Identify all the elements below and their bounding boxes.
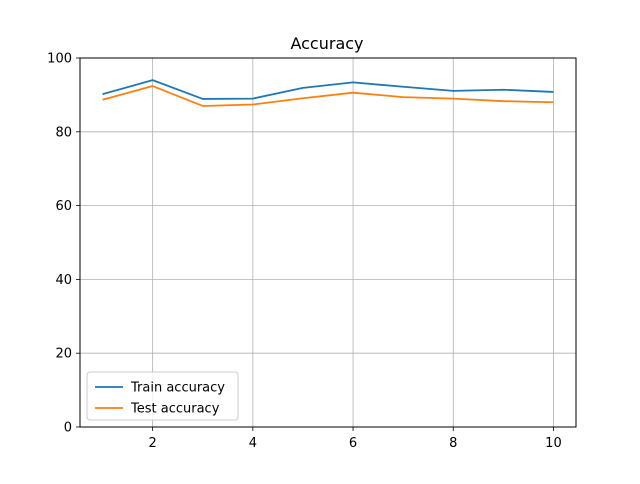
series-lines [102,79,554,107]
chart-title: Accuracy [290,34,363,53]
x-tick-label: 2 [149,436,157,451]
legend: Train accuracy Test accuracy [86,371,239,421]
x-tick-label: 4 [249,436,257,451]
y-tick-label: 60 [55,199,72,214]
y-tick-label: 80 [55,125,72,140]
plot-area-frame [79,57,577,428]
legend-label-train-accuracy: Train accuracy [130,381,225,396]
test-accuracy-line [102,85,554,107]
x-tick-label: 8 [449,436,457,451]
y-tick-label: 20 [55,347,72,362]
y-tick-label: 40 [55,273,72,288]
x-tick-label: 6 [349,436,357,451]
legend-label-test-accuracy: Test accuracy [130,402,220,417]
train-accuracy-line [102,79,554,100]
x-tick-label: 10 [545,436,562,451]
legend-box [86,371,239,421]
y-tick-label: 100 [47,52,72,67]
y-tick-label: 0 [64,421,72,436]
